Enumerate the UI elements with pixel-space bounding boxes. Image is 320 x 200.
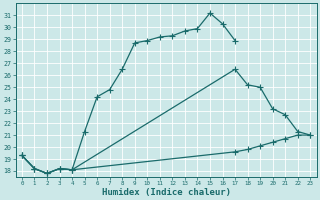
X-axis label: Humidex (Indice chaleur): Humidex (Indice chaleur): [101, 188, 231, 197]
